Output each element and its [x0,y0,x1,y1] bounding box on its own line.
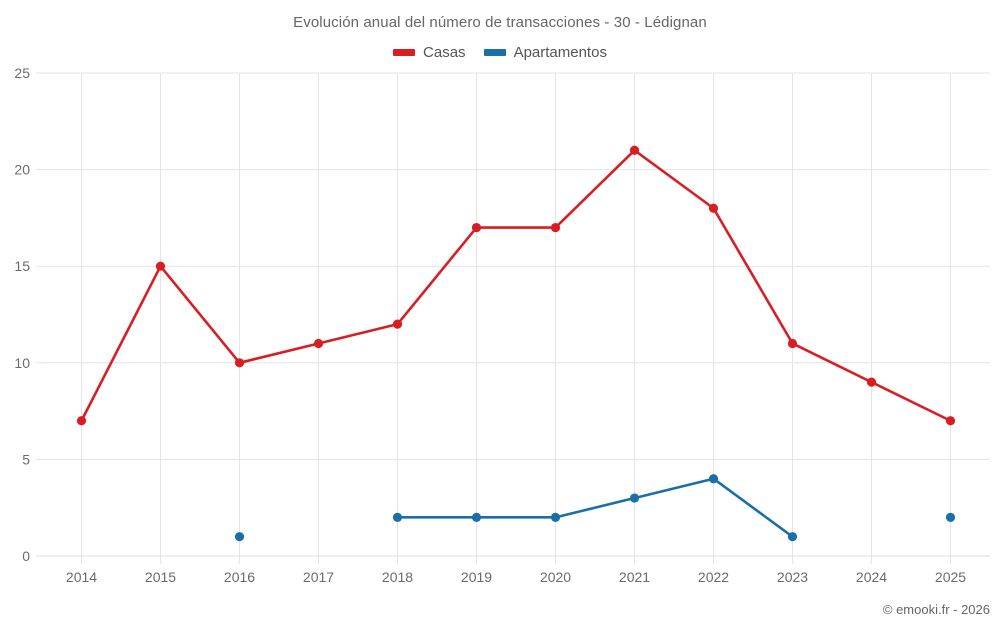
x-axis-tick-label: 2021 [619,569,650,585]
copyright-note: © emooki.fr - 2026 [882,602,990,617]
data-point-marker[interactable] [708,474,719,484]
data-point-marker[interactable] [945,512,956,522]
y-axis-tick-label: 5 [22,451,30,467]
legend-item-casas[interactable]: Casas [393,44,466,61]
data-point-marker[interactable] [708,203,719,213]
series-apartamentos [234,474,956,542]
data-point-marker[interactable] [471,512,482,522]
legend-item-apartamentos[interactable]: Apartamentos [483,44,607,61]
x-axis-tick-label: 2017 [303,569,334,585]
y-axis-tick-label: 0 [22,548,30,564]
legend-swatch-icon [393,49,416,56]
data-point-marker[interactable] [550,222,561,233]
series-casas [76,145,956,426]
x-axis-tick-label: 2014 [66,569,97,585]
page-title: Evolución anual del número de transaccio… [293,14,707,31]
data-point-marker[interactable] [550,512,561,522]
x-axis-tick-label: 2022 [698,569,729,585]
x-axis-tick-label: 2019 [461,569,492,585]
series-line [80,148,952,423]
x-axis-tick-label: 2024 [856,569,887,585]
data-point-marker[interactable] [392,512,403,522]
data-point-marker[interactable] [313,338,324,349]
x-axis-tick-label: 2020 [540,569,571,585]
data-point-marker[interactable] [866,377,877,387]
y-axis-tick-label: 15 [14,258,30,274]
data-point-marker[interactable] [945,416,956,426]
data-point-marker[interactable] [471,222,482,233]
legend-swatch-icon [483,49,506,56]
data-point-marker[interactable] [392,319,403,329]
x-axis-tick-label: 2015 [145,569,176,585]
x-axis-tick-label: 2023 [777,569,808,585]
y-axis-tick-label: 25 [14,65,30,81]
data-point-marker[interactable] [76,416,87,426]
data-point-marker[interactable] [629,493,640,503]
chart-legend: Casas Apartamentos [0,44,1000,61]
data-point-marker[interactable] [234,358,245,368]
x-axis-tick-label: 2018 [382,569,413,585]
legend-label: Apartamentos [513,44,607,61]
x-axis-tick-label: 2016 [224,569,255,585]
y-axis-tick-label: 10 [14,355,30,371]
data-point-marker[interactable] [629,145,640,155]
data-point-marker[interactable] [155,261,166,271]
series-line [396,477,794,538]
data-point-marker[interactable] [234,532,245,542]
data-point-marker[interactable] [787,532,798,542]
y-axis-tick-label: 20 [14,162,30,178]
data-point-marker[interactable] [787,338,798,349]
x-axis-tick-label: 2025 [935,569,966,585]
legend-label: Casas [423,44,466,61]
